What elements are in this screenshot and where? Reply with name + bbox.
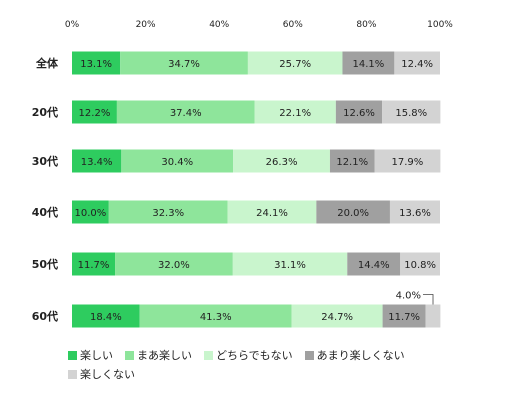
- bar-segment: [72, 304, 140, 328]
- legend-swatch: [204, 350, 213, 360]
- data-label: 10.8%: [404, 260, 436, 271]
- bar-segment: [374, 149, 441, 173]
- bar-segment: [394, 51, 440, 75]
- bar-segment: [254, 100, 336, 124]
- bar-segment: [329, 149, 375, 173]
- data-label: 25.7%: [279, 59, 311, 70]
- x-tick-label: 0%: [65, 20, 80, 30]
- legend-swatch: [304, 350, 314, 360]
- data-label: 37.4%: [170, 108, 202, 119]
- bar-segment: [72, 100, 117, 124]
- data-label: 32.0%: [158, 260, 190, 271]
- data-label: 4.0%: [396, 291, 421, 302]
- x-tick-label: 60%: [283, 20, 303, 30]
- data-label: 30.4%: [161, 157, 193, 168]
- bar-segment: [72, 252, 116, 276]
- legend: 楽しい まあ楽しい どちらでもない あまり楽しくない楽しくない: [68, 347, 488, 382]
- data-label: 41.3%: [200, 312, 232, 323]
- category-label: 全体: [35, 56, 59, 70]
- bar-segment: [72, 149, 122, 173]
- bar-segment: [347, 252, 401, 276]
- bar-segment: [233, 149, 330, 173]
- bar-segment: [72, 200, 109, 224]
- bar-segment: [247, 51, 343, 75]
- bar-segment: [425, 304, 441, 328]
- data-label: 12.2%: [79, 108, 111, 119]
- bar-segment: [72, 51, 121, 75]
- bar-segment: [382, 304, 426, 328]
- category-label: 40代: [32, 205, 58, 219]
- data-label: 20.0%: [337, 208, 369, 219]
- data-label: 12.1%: [336, 157, 368, 168]
- x-tick-label: 80%: [356, 20, 376, 30]
- bar-segment: [316, 200, 390, 224]
- bar-segment: [116, 100, 255, 124]
- legend-item: 楽しい: [68, 347, 113, 363]
- data-label: 31.1%: [274, 260, 306, 271]
- legend-item: 楽しくない: [68, 366, 135, 382]
- data-label: 15.8%: [395, 108, 427, 119]
- data-label: 22.1%: [279, 108, 311, 119]
- data-label: 11.7%: [388, 312, 420, 323]
- data-label: 18.4%: [90, 312, 122, 323]
- bar-segment: [139, 304, 292, 328]
- bar-segment: [121, 149, 234, 173]
- data-label: 13.6%: [399, 208, 431, 219]
- category-label: 60代: [32, 309, 58, 323]
- category-label: 20代: [32, 105, 58, 119]
- data-label: 13.4%: [81, 157, 113, 168]
- legend-label: どちらでもない: [216, 349, 293, 362]
- data-label: 11.7%: [78, 260, 110, 271]
- data-label: 24.1%: [256, 208, 288, 219]
- legend-item: どちらでもない: [204, 347, 293, 363]
- legend-label: まあ楽しい: [137, 349, 192, 362]
- bar-segment: [291, 304, 383, 328]
- data-label: 17.9%: [392, 157, 424, 168]
- legend-item: あまり楽しくない: [304, 347, 405, 363]
- bar-segment: [400, 252, 440, 276]
- legend-swatch: [68, 369, 77, 379]
- x-tick-label: 20%: [136, 20, 156, 30]
- legend-swatch: [68, 350, 77, 360]
- legend-swatch: [125, 350, 134, 360]
- bar-segment: [108, 200, 228, 224]
- legend-label: 楽しい: [80, 349, 113, 362]
- data-label: 13.1%: [80, 59, 112, 70]
- data-label: 34.7%: [168, 59, 200, 70]
- bar-segment: [227, 200, 317, 224]
- data-label: 26.3%: [266, 157, 298, 168]
- x-tick-label: 40%: [209, 20, 229, 30]
- legend-item: まあ楽しい: [125, 347, 192, 363]
- bar-segment: [342, 51, 395, 75]
- category-label: 50代: [32, 257, 58, 271]
- data-label: 10.0%: [75, 208, 107, 219]
- data-label: 12.4%: [401, 59, 433, 70]
- data-label: 24.7%: [321, 312, 353, 323]
- bar-segment: [335, 100, 383, 124]
- data-label: 12.6%: [343, 108, 375, 119]
- bar-segment: [382, 100, 441, 124]
- data-label: 14.1%: [353, 59, 385, 70]
- data-label: 14.4%: [358, 260, 390, 271]
- legend-label: あまり楽しくない: [316, 349, 405, 362]
- data-label: 32.3%: [152, 208, 184, 219]
- legend-label: 楽しくない: [80, 368, 135, 381]
- category-label: 30代: [32, 154, 58, 168]
- callout-line: [423, 294, 434, 305]
- bar-segment: [232, 252, 348, 276]
- bar-segment: [115, 252, 233, 276]
- x-tick-label: 100%: [427, 20, 453, 30]
- bar-segment: [120, 51, 248, 75]
- bar-segment: [389, 200, 440, 224]
